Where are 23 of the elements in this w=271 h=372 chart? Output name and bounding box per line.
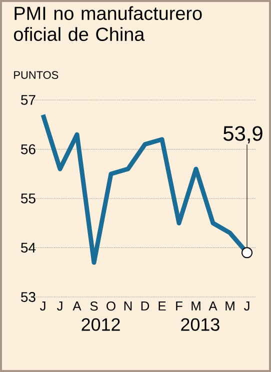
y-axis-title: PUNTOS [14,71,58,79]
y-tick-label: 57 [21,95,36,105]
x-tick-label: M [226,302,234,310]
text: 2013 [181,318,220,331]
x-tick-label: S [90,302,98,311]
x-tick-label: O [106,302,116,311]
y-tick-label: 54 [21,242,36,253]
y-tick-label: 53 [21,292,36,302]
text: 2012 [82,318,120,331]
data-label: 53,9 [223,126,262,144]
x-tick-label: F [176,302,182,310]
chart-title: PMI no manufacturero oficial de China [14,6,202,42]
y-tick-label: 56 [21,144,36,154]
y-tick-label: 55 [21,194,36,204]
x-tick-label: J [40,302,46,311]
x-tick-label: M [192,302,200,310]
x-tick-label: J [244,302,250,311]
x-tick-label: A [72,302,82,310]
x-tick-label: A [208,302,218,310]
x-tick-label: D [141,302,150,310]
x-tick-label: N [124,302,132,310]
x-tick-label: J [56,302,62,311]
x-tick-label: E [158,302,166,310]
